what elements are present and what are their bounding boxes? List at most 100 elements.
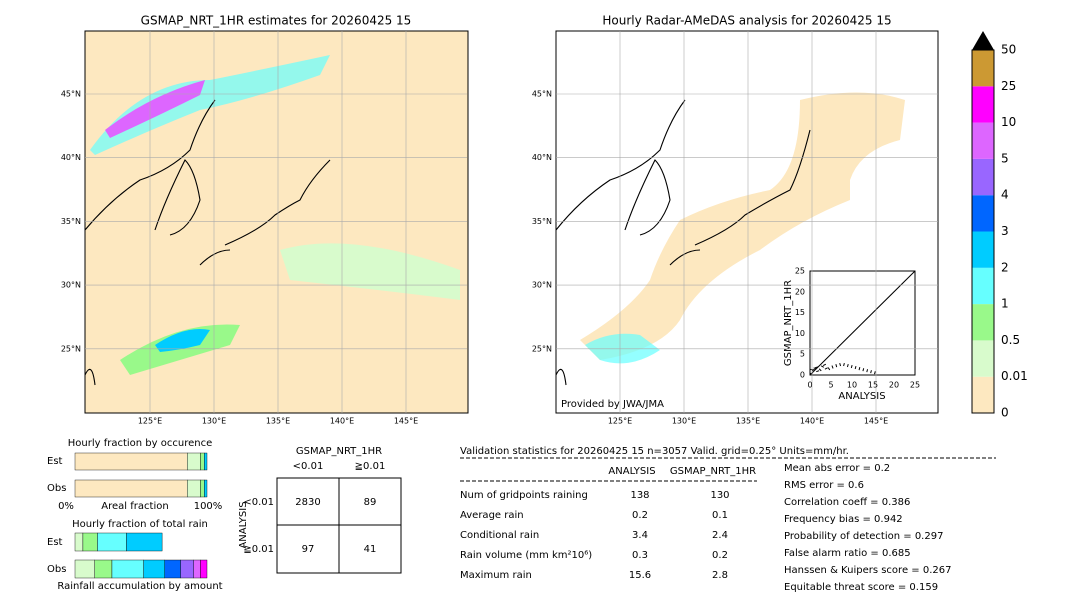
colorbar-segment — [972, 122, 994, 159]
column-header: ANALYSIS — [608, 466, 655, 477]
colorbar-label: 4 — [1001, 188, 1009, 202]
row-label: Est — [47, 537, 63, 548]
lon-label: 135°E — [266, 417, 290, 426]
colorbar-label: 0.5 — [1001, 333, 1020, 347]
row-label: <0.01 — [243, 497, 274, 508]
fraction-segment — [186, 452, 201, 471]
cell: 2.8 — [712, 570, 728, 581]
cell: 0.2 — [712, 550, 728, 561]
lat-label: 35°N — [532, 217, 552, 226]
row-label: Obs — [47, 483, 66, 494]
cell: 97 — [302, 544, 315, 555]
rain-area — [105, 80, 205, 138]
lat-label: 25°N — [532, 344, 552, 353]
fraction-segment — [164, 559, 181, 579]
colorbar-label: 0.01 — [1001, 369, 1028, 383]
colorbar-frame — [971, 49, 995, 414]
colorbar-label: 3 — [1001, 224, 1009, 238]
fraction-segment — [126, 532, 163, 552]
coastline — [555, 99, 811, 386]
axis-label: 100% — [194, 501, 223, 512]
x-tick-label: 5 — [828, 381, 833, 390]
column-label: <0.01 — [293, 461, 324, 472]
fraction-segment — [74, 532, 84, 552]
fraction-segment — [74, 452, 188, 471]
right-map: Hourly Radar-AMeDAS analysis for 2026042… — [555, 14, 939, 414]
x-tick-label: 25 — [910, 381, 920, 390]
colorbar-label: 1 — [1001, 297, 1009, 311]
row-label: Obs — [47, 564, 66, 575]
fraction-segment — [111, 559, 144, 579]
colorbar-label: 0 — [1001, 406, 1009, 420]
validation-header: Validation statistics for 20260425 15 n=… — [460, 446, 849, 457]
colorbar-label: 2 — [1001, 260, 1009, 274]
scatter-xlabel: ANALYSIS — [838, 391, 885, 402]
x-tick-label: 15 — [868, 381, 878, 390]
panel-footer: Rainfall accumulation by amount — [57, 581, 222, 592]
fraction-segment — [200, 559, 208, 579]
fraction-segment — [97, 532, 127, 552]
y-tick-label: 20 — [795, 287, 805, 296]
column-header: GSMAP_NRT_1HR — [670, 466, 756, 477]
lon-label: 130°E — [202, 417, 226, 426]
colorbar-extend — [972, 31, 994, 50]
lat-label: 25°N — [61, 344, 81, 353]
cell: 3.4 — [632, 530, 648, 541]
score: Hanssen & Kuipers score = 0.267 — [784, 565, 951, 576]
lat-label: 45°N — [61, 90, 81, 99]
row-label: Num of gridpoints raining — [460, 490, 588, 501]
cell: 2.4 — [712, 530, 728, 541]
panel-title: Hourly fraction by occurence — [68, 438, 212, 449]
fraction-segment — [74, 479, 188, 498]
lat-label: 45°N — [532, 90, 552, 99]
scatter-points — [809, 360, 877, 375]
lon-label: 140°E — [800, 417, 824, 426]
fraction-segment — [94, 559, 113, 579]
row-label: Average rain — [460, 510, 524, 521]
colorbar-segment — [972, 304, 994, 341]
rain-area — [155, 329, 210, 352]
y-tick-label: 0 — [800, 371, 805, 380]
row-axis: ANALYSIS — [238, 501, 249, 548]
lon-label: 125°E — [608, 417, 632, 426]
lon-label: 130°E — [672, 417, 696, 426]
row-label: Conditional rain — [460, 530, 539, 541]
fraction-segment — [200, 479, 205, 498]
lat-label: 30°N — [61, 281, 81, 290]
colorbar-segment — [972, 86, 994, 123]
score: False alarm ratio = 0.685 — [784, 548, 911, 559]
fraction-segment — [193, 559, 201, 579]
row-label: Rain volume (mm km²10⁶) — [460, 550, 592, 561]
map-title: Hourly Radar-AMeDAS analysis for 2026042… — [602, 14, 891, 28]
axis-label: 0% — [58, 501, 74, 512]
cell: 138 — [630, 490, 649, 501]
fraction-segment — [186, 479, 201, 498]
colorbar-segment — [972, 231, 994, 268]
fraction-segment — [143, 559, 165, 579]
y-tick-label: 15 — [795, 308, 805, 317]
colorbar-label: 50 — [1001, 43, 1016, 57]
map-frame — [84, 30, 469, 414]
row-label: Maximum rain — [460, 570, 532, 581]
colorbar-segment — [972, 376, 994, 413]
fraction-segment — [204, 452, 208, 471]
cell: 2830 — [295, 497, 320, 508]
lat-label: 40°N — [61, 153, 81, 162]
row-label: ≧0.01 — [243, 544, 274, 555]
fraction-segment — [74, 559, 95, 579]
x-tick-label: 10 — [847, 381, 857, 390]
cell: 15.6 — [629, 570, 651, 581]
left-map: GSMAP_NRT_1HR estimates for 20260425 15 — [84, 14, 469, 414]
colorbar-label: 25 — [1001, 79, 1016, 93]
row-label: Est — [47, 456, 63, 467]
scatter-ylabel: GSMAP_NRT_1HR — [783, 280, 794, 366]
score: RMS error = 0.6 — [784, 480, 864, 491]
colorbar-segment — [972, 50, 994, 87]
cell: 89 — [364, 497, 377, 508]
y-tick-label: 5 — [800, 350, 805, 359]
cell: 0.2 — [632, 510, 648, 521]
colorbar-label: 5 — [1001, 151, 1009, 165]
colorbar-segment — [972, 340, 994, 377]
colorbar-segment — [972, 195, 994, 232]
rain-area — [580, 92, 905, 360]
